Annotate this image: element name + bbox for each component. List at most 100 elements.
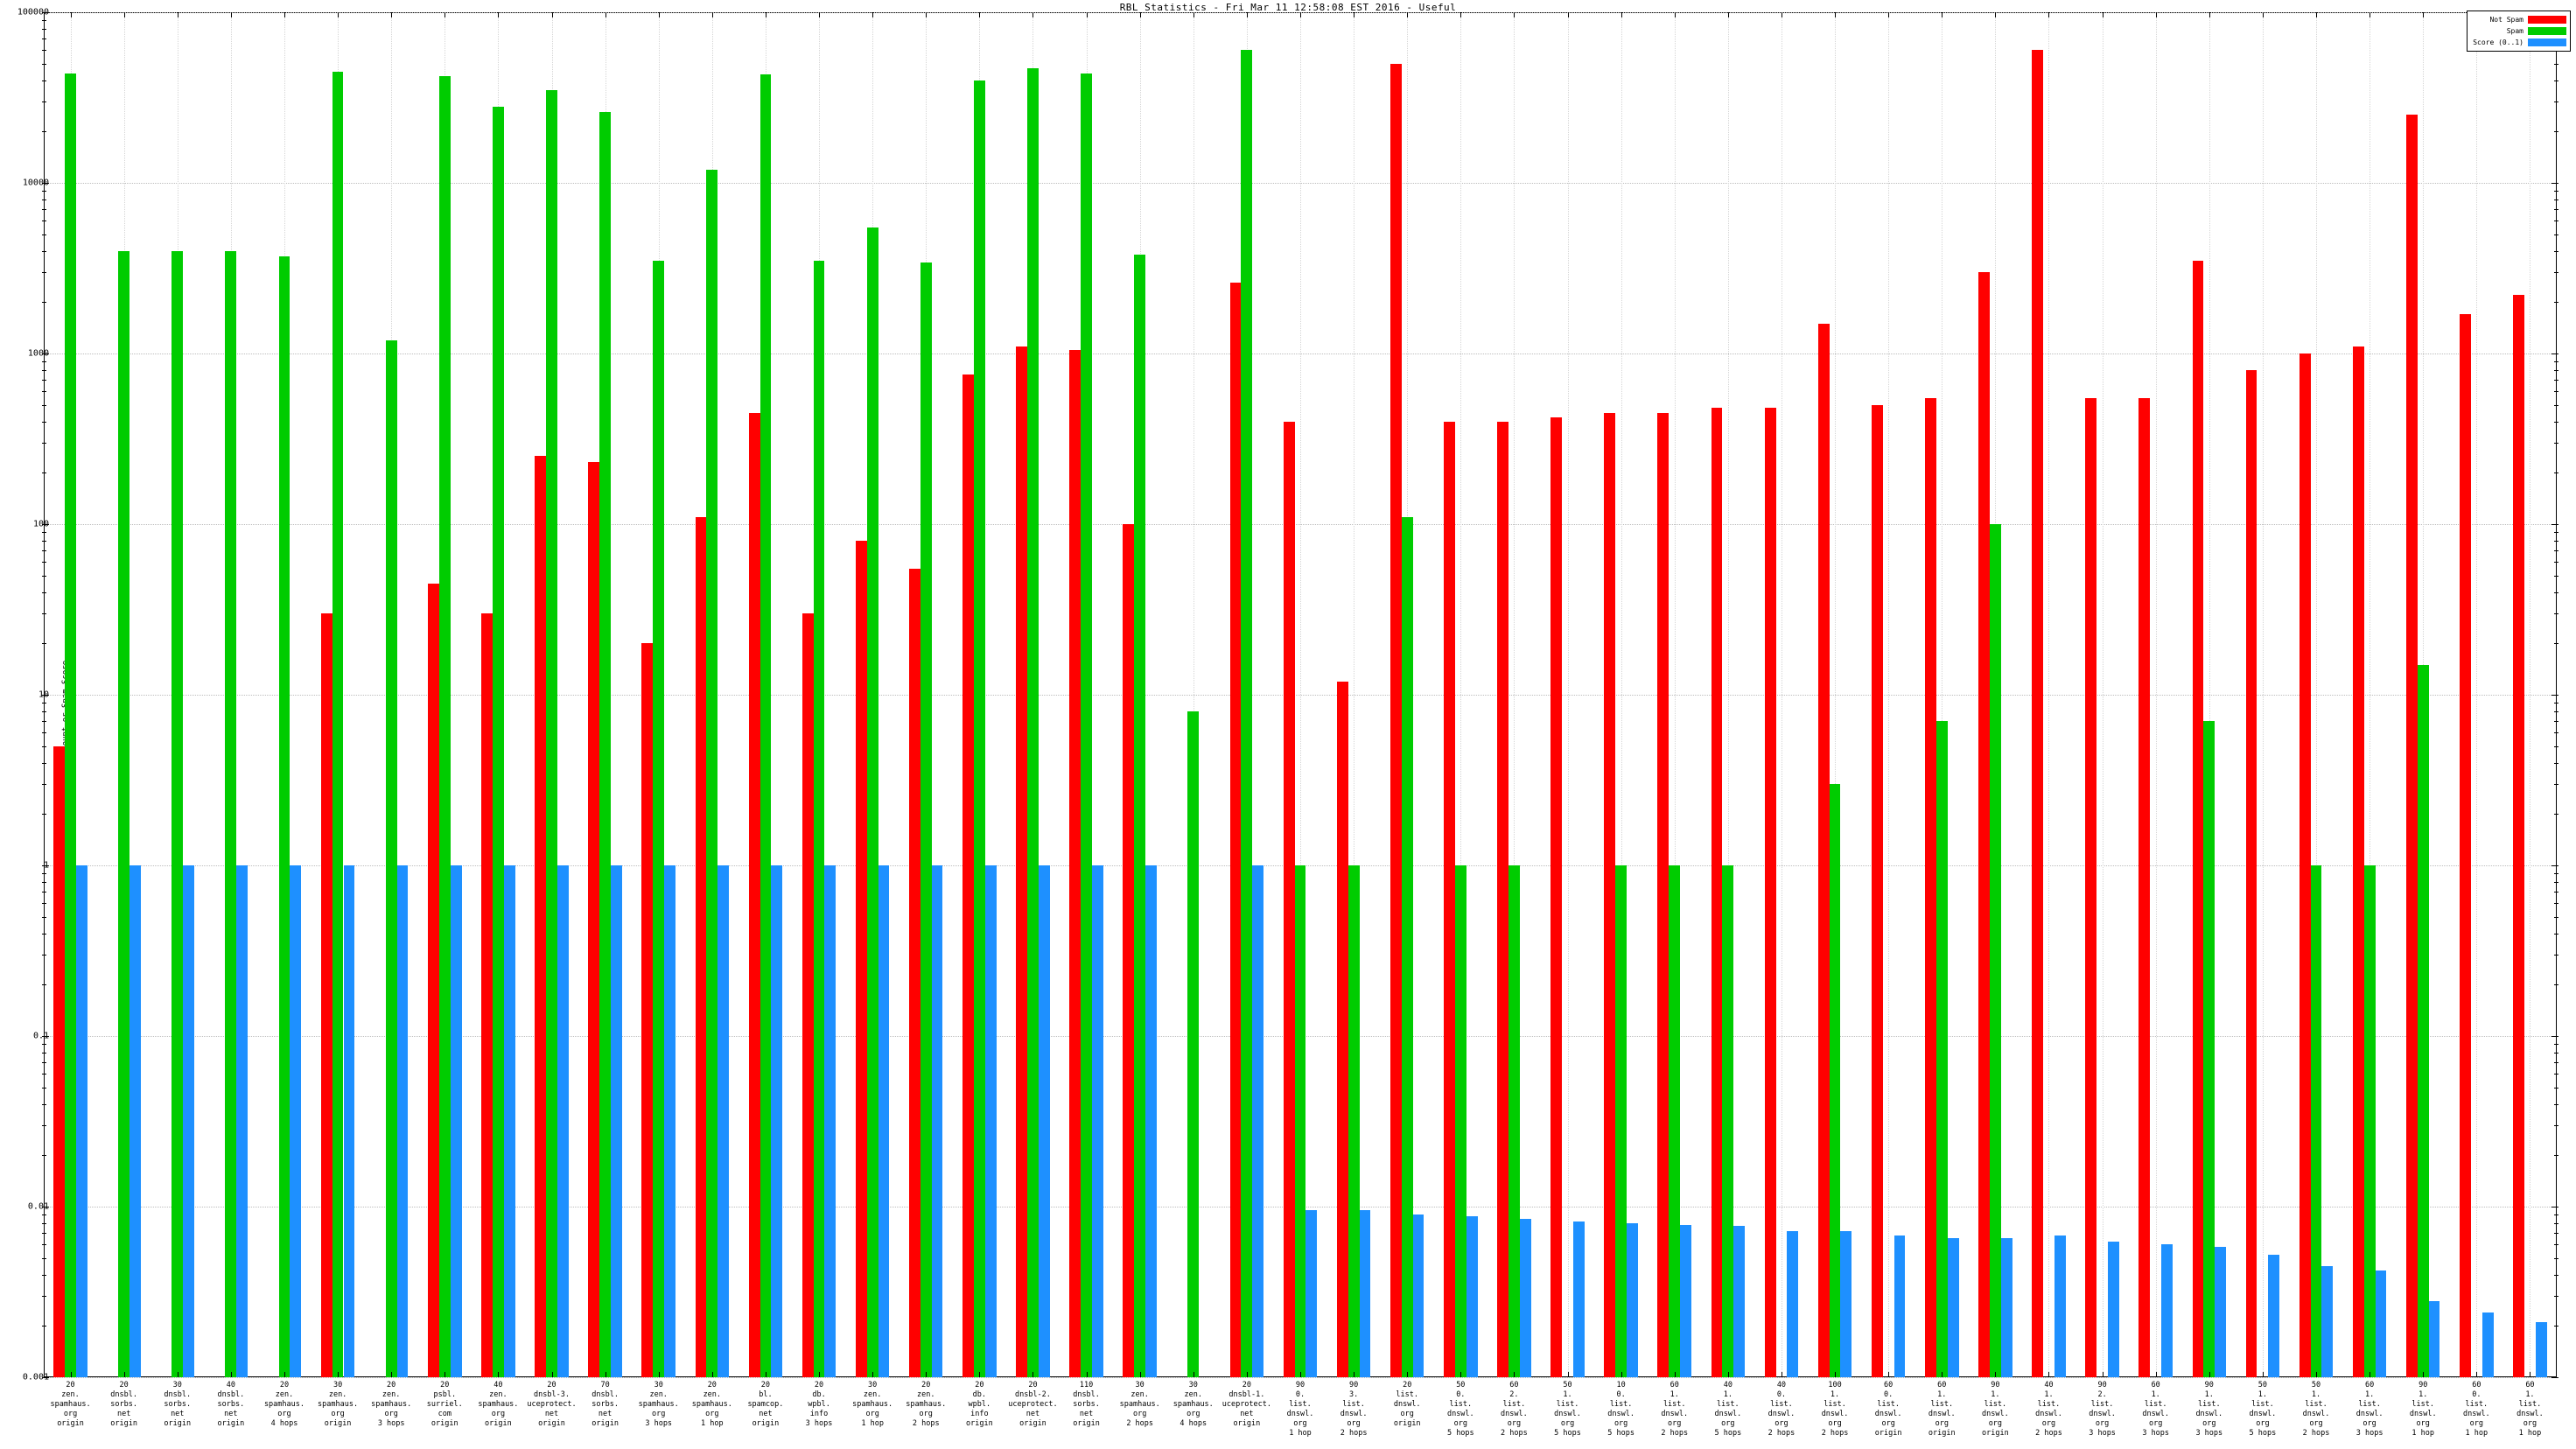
x-axis-tick — [711, 12, 713, 18]
bar-not-spam — [1336, 681, 1348, 1377]
x-tick-label: 20 zen. spamhaus. org origin — [50, 1381, 91, 1428]
grid-line-vertical — [1567, 12, 1569, 1377]
x-axis-tick — [391, 12, 393, 18]
bar-spam — [1989, 524, 2001, 1377]
legend-swatch-not-spam — [2528, 16, 2566, 24]
x-axis-tick — [1139, 1372, 1141, 1377]
x-tick-label: 60 1. list. dnswl. org 1 hop — [2516, 1381, 2544, 1438]
y-axis-minor-tick — [42, 1222, 46, 1224]
bar-score — [2215, 1247, 2227, 1377]
x-tick-label: 30 zen. spamhaus. org origin — [318, 1381, 359, 1428]
x-axis-tick — [1674, 1372, 1676, 1377]
y-axis-minor-tick — [2554, 404, 2558, 406]
x-tick-label: 40 zen. spamhaus. org origin — [478, 1381, 519, 1428]
y-axis-minor-tick — [2554, 881, 2558, 883]
y-axis-minor-tick — [42, 421, 46, 423]
y-axis-minor-tick — [2554, 220, 2558, 222]
y-axis-minor-tick — [42, 1052, 46, 1054]
bar-spam — [1508, 865, 1520, 1377]
bar-spam — [653, 260, 665, 1377]
x-tick-label: 20 bl. spamcop. net origin — [747, 1381, 784, 1428]
bar-spam — [1722, 865, 1734, 1377]
bar-spam — [172, 250, 184, 1377]
y-axis-minor-tick — [2554, 250, 2558, 252]
y-axis-minor-tick — [42, 903, 46, 905]
bar-score — [1680, 1225, 1691, 1377]
bar-not-spam — [1764, 408, 1776, 1377]
grid-line-vertical — [1674, 12, 1676, 1377]
y-axis-tick — [42, 865, 49, 866]
bar-score — [771, 865, 783, 1377]
y-axis-minor-tick — [2554, 302, 2558, 304]
x-tick-label: 30 zen. spamhaus. org 4 hops — [1172, 1381, 1214, 1428]
y-tick-label: 1 — [43, 860, 49, 871]
bar-score — [984, 865, 997, 1377]
x-axis-tick — [1567, 12, 1569, 18]
y-axis-minor-tick — [2554, 1295, 2558, 1297]
bar-spam — [1829, 783, 1841, 1377]
x-tick-label: 20 dnsbl-3. uceprotect. net origin — [527, 1381, 577, 1428]
x-axis-tick — [498, 1372, 500, 1377]
y-axis-minor-tick — [42, 592, 46, 593]
y-axis-minor-tick — [2554, 1244, 2558, 1246]
grid-line-vertical — [2155, 12, 2157, 1377]
legend-label: Spam — [2506, 27, 2524, 35]
x-axis-tick — [230, 1372, 232, 1377]
x-axis-tick — [1995, 1372, 1997, 1377]
y-axis-minor-tick — [42, 271, 46, 273]
y-tick-label: 1000 — [27, 348, 49, 359]
bar-score — [878, 865, 890, 1377]
y-axis-minor-tick — [42, 783, 46, 785]
bar-spam — [546, 89, 557, 1377]
y-axis-minor-tick — [2554, 592, 2558, 593]
bar-not-spam — [2513, 295, 2525, 1377]
x-tick-label: 110 dnsbl. sorbs. net origin — [1073, 1381, 1100, 1428]
x-axis-tick — [872, 12, 874, 18]
bar-score — [396, 865, 409, 1377]
x-axis-tick — [284, 12, 285, 18]
x-axis-tick — [1674, 12, 1676, 18]
x-axis-tick — [2102, 1372, 2104, 1377]
bar-score — [290, 865, 302, 1377]
bar-not-spam — [1871, 404, 1883, 1377]
x-axis-tick — [1888, 12, 1890, 18]
y-axis-minor-tick — [42, 1062, 46, 1064]
grid-line-vertical — [1888, 12, 1890, 1377]
bar-score — [2054, 1235, 2066, 1377]
y-axis-minor-tick — [2554, 954, 2558, 956]
y-axis-minor-tick — [2554, 702, 2558, 704]
bar-not-spam — [1925, 397, 1936, 1377]
x-axis-tick — [1995, 12, 1997, 18]
bar-spam — [332, 71, 344, 1377]
bar-spam — [1348, 865, 1360, 1377]
y-axis-minor-tick — [2554, 369, 2558, 371]
y-tick-label: 100000 — [17, 7, 49, 18]
bar-not-spam — [1016, 346, 1028, 1377]
grid-line-vertical — [1727, 12, 1729, 1377]
x-tick-label: 90 1. list. dnswl. org 3 hops — [2195, 1381, 2223, 1438]
x-tick-label: 90 3. list. dnswl. org 2 hops — [1340, 1381, 1368, 1438]
grid-line-vertical — [1514, 12, 1516, 1377]
x-axis-tick — [2155, 1372, 2157, 1377]
bar-score — [343, 865, 355, 1377]
bar-not-spam — [2085, 397, 2097, 1377]
y-axis-minor-tick — [2554, 612, 2558, 614]
y-tick-label: 0.1 — [32, 1031, 49, 1041]
y-axis-tick — [42, 12, 49, 13]
bar-score — [1572, 1221, 1585, 1377]
y-axis-minor-tick — [42, 380, 46, 382]
x-axis-tick — [2102, 12, 2104, 18]
bar-spam — [1027, 67, 1039, 1377]
y-axis-minor-tick — [2554, 442, 2558, 444]
bar-score — [75, 865, 88, 1377]
x-axis-tick — [819, 1372, 821, 1377]
x-tick-label: 40 dnsbl. sorbs. net origin — [217, 1381, 245, 1428]
y-axis-minor-tick — [42, 710, 46, 712]
y-tick-label: 0.01 — [27, 1201, 49, 1212]
y-tick-label: 10000 — [22, 178, 49, 188]
x-tick-label: 30 zen. spamhaus. org 2 hops — [1119, 1381, 1160, 1428]
x-tick-label: 40 1. list. dnswl. org 2 hops — [2035, 1381, 2062, 1438]
bar-not-spam — [2138, 397, 2151, 1377]
x-axis-tick — [123, 1372, 125, 1377]
x-axis-tick — [2316, 12, 2318, 18]
